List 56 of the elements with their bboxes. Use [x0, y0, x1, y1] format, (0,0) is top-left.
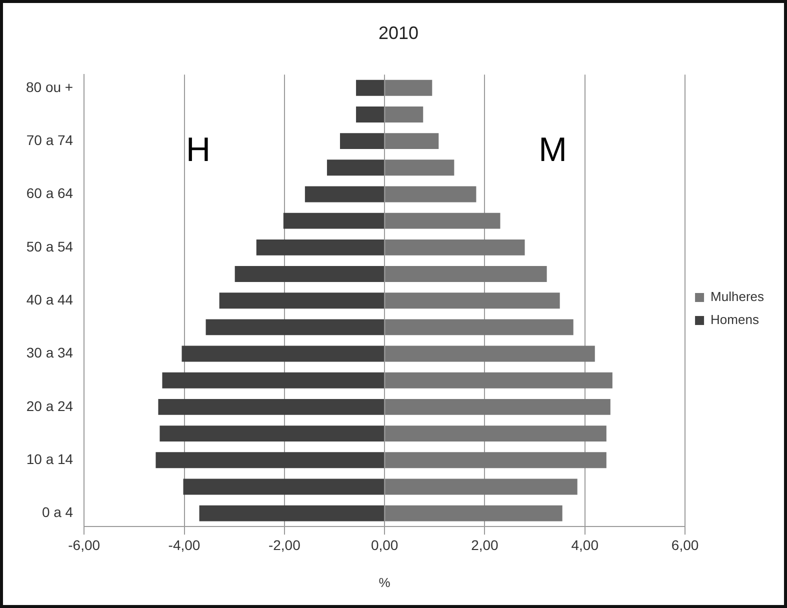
bar	[206, 319, 384, 336]
annotation: H	[186, 130, 211, 169]
bar	[156, 452, 384, 468]
annotation: M	[538, 130, 567, 169]
bar	[283, 212, 384, 229]
x-tick-label: -4,00	[168, 536, 200, 553]
chart-title: 2010	[378, 22, 419, 43]
legend-label: Mulheres	[710, 289, 764, 304]
bar	[356, 106, 384, 122]
y-tick-label: 60 a 64	[26, 185, 74, 202]
bar	[234, 266, 384, 282]
legend-label: Homens	[710, 312, 760, 328]
bar	[199, 505, 384, 522]
bar	[385, 266, 547, 282]
y-tick-label: 30 a 34	[26, 344, 74, 361]
x-tick-label: 6,00	[671, 536, 699, 553]
bar	[385, 80, 432, 96]
bar	[304, 186, 384, 202]
bar	[385, 505, 562, 522]
bar	[385, 346, 595, 362]
bar	[385, 426, 606, 442]
bar	[385, 106, 424, 122]
bar	[385, 160, 454, 176]
y-tick-label: 50 a 54	[26, 238, 74, 254]
bar	[183, 478, 384, 495]
y-tick-label: 10 a 14	[26, 450, 74, 467]
bar	[356, 80, 384, 96]
y-tick-label: 20 a 24	[26, 398, 74, 414]
bar	[158, 398, 384, 415]
bar	[385, 452, 606, 468]
bar	[340, 133, 384, 150]
x-tick-label: 0,00	[370, 536, 398, 553]
x-tick-label: 4,00	[571, 536, 599, 553]
y-tick-label: 40 a 44	[26, 291, 74, 308]
y-tick-label: 80 ou +	[26, 78, 74, 95]
bar	[385, 372, 612, 388]
bar	[385, 478, 578, 495]
bar	[256, 239, 384, 256]
x-tick-label: -2,00	[268, 536, 301, 553]
x-axis-title: %	[378, 574, 391, 590]
bar	[385, 212, 500, 229]
bar	[385, 292, 560, 309]
bar	[326, 160, 384, 176]
y-tick-label: 70 a 74	[26, 132, 74, 148]
bar	[162, 372, 384, 388]
bar	[385, 239, 525, 256]
bar	[385, 319, 574, 336]
bar	[219, 292, 384, 309]
x-tick-label: 2,00	[471, 536, 499, 553]
bar	[385, 186, 476, 202]
bar	[385, 398, 610, 415]
bar	[182, 346, 384, 362]
x-tick-label: -6,00	[68, 536, 100, 553]
bar	[385, 133, 439, 150]
bar	[160, 426, 384, 442]
y-tick-label: 0 a 4	[42, 504, 74, 520]
